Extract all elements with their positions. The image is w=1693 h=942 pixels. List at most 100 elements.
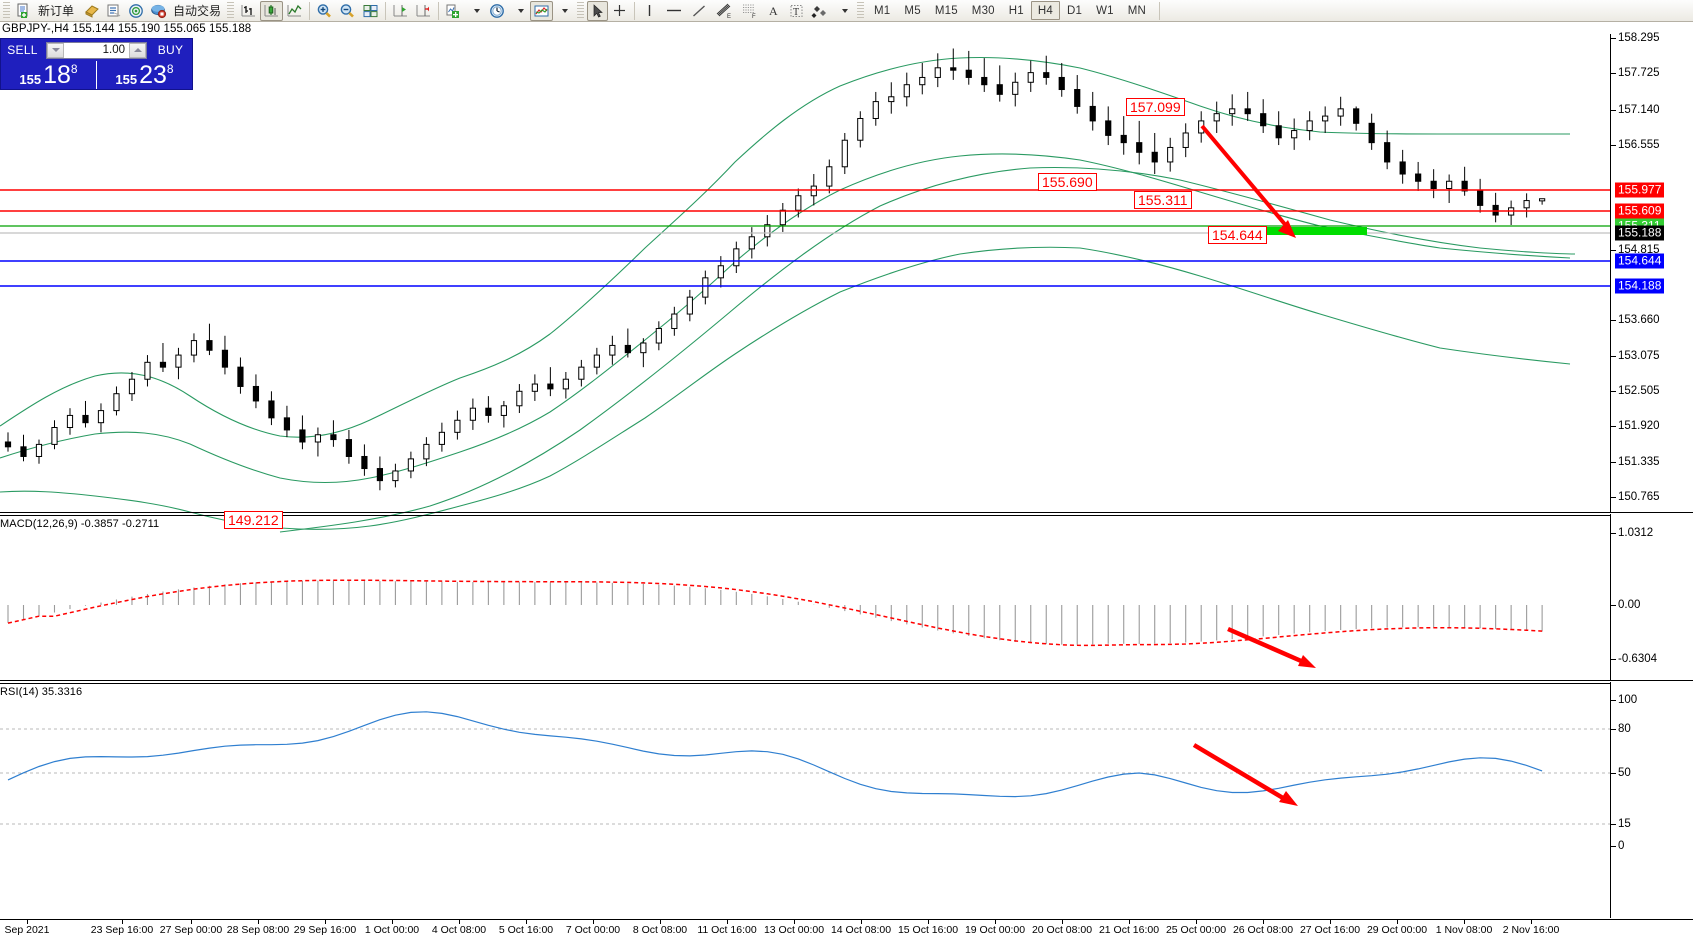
level-154188[interactable]: 154.188 (1615, 278, 1665, 294)
timeframe-h4[interactable]: H4 (1030, 1, 1060, 20)
current-price-155188[interactable]: 155.188 (1615, 225, 1665, 241)
resistance-155609[interactable]: 155.609 (1615, 203, 1665, 219)
chevron-down-icon-templates[interactable] (553, 1, 574, 21)
sell-price-big: 155 (19, 72, 42, 87)
rsi-tick (1611, 824, 1616, 825)
macd-tick (1611, 533, 1616, 534)
rsi-axis[interactable]: 100 80 50 15 0 (1610, 682, 1693, 918)
time-axis-label: 1 Nov 08:00 (1435, 924, 1493, 936)
time-axis[interactable]: Sep 2021 23 Sep 16:00 27 Sep 00:00 28 Sep 0… (0, 919, 1693, 942)
cursor-icon[interactable] (587, 0, 609, 21)
annotation-157099[interactable]: 157.099 (1126, 98, 1185, 116)
autotrading-label[interactable]: 自动交易 (173, 4, 222, 18)
zoom-out-icon[interactable] (336, 1, 359, 21)
macd-tick-label: 1.0312 (1618, 527, 1654, 539)
crosshair-icon[interactable] (608, 1, 631, 21)
timeframe-h1[interactable]: H1 (1008, 4, 1024, 17)
toolbar-grip-3[interactable] (577, 2, 585, 19)
rsi-chart-canvas[interactable] (0, 684, 1610, 918)
macd-down-arrow[interactable] (1227, 626, 1316, 668)
rsi-tick (1611, 846, 1616, 847)
data-window-icon[interactable] (103, 1, 125, 21)
volume-input[interactable]: 1.00 (102, 44, 125, 56)
auto-scroll-icon[interactable] (412, 1, 435, 21)
new-order-icon[interactable] (13, 1, 35, 21)
rsi-tick-label: 50 (1618, 767, 1631, 779)
sell-price-display[interactable]: 155 18 8 (1, 61, 96, 89)
timeframe-m30[interactable]: M30 (971, 4, 995, 17)
rsi-tick-label: 15 (1618, 818, 1631, 830)
rsi-down-arrow[interactable] (1192, 743, 1298, 806)
text-icon[interactable]: A (763, 1, 785, 21)
time-axis-label: 7 Oct 00:00 (565, 924, 621, 936)
time-axis-label: 25 Oct 00:00 (1165, 924, 1227, 936)
text-label-icon[interactable]: T (785, 1, 808, 21)
timeframe-m5[interactable]: M5 (904, 4, 921, 17)
moving-average-line (279, 166, 1576, 533)
rsi-tick (1611, 729, 1616, 730)
bollinger-upper-band (0, 56, 1570, 438)
time-axis-label: 5 Oct 16:00 (498, 924, 554, 936)
level-154644[interactable]: 154.644 (1615, 253, 1665, 269)
price-axis[interactable]: 158.295 157.725 157.140 156.555 154.815 153.6… (1610, 32, 1693, 609)
macd-chart-canvas[interactable] (0, 516, 1610, 680)
price-tick (1611, 497, 1616, 498)
resistance-155977[interactable]: 155.977 (1615, 182, 1665, 198)
one-click-trading-panel[interactable]: SELL 1.00 BUY 155 18 8 155 23 8 (0, 38, 193, 90)
price-tick-label: 153.075 (1618, 350, 1660, 362)
timeframe-m1[interactable]: M1 (874, 4, 891, 17)
buy-price-display[interactable]: 155 23 8 (96, 61, 192, 89)
volume-increase-button[interactable] (129, 42, 146, 58)
new-order-label[interactable]: 新订单 (38, 4, 75, 18)
rsi-tick-label: 80 (1618, 723, 1631, 735)
buy-button[interactable]: BUY (157, 43, 184, 57)
zoom-in-icon[interactable] (313, 1, 336, 21)
svg-text:E: E (727, 14, 731, 20)
annotation-155690[interactable]: 155.690 (1038, 173, 1097, 191)
toolbar-separator-3 (438, 1, 440, 20)
equidistant-channel-icon[interactable]: E (711, 1, 737, 21)
bar-chart-icon[interactable] (237, 1, 260, 21)
octp-header-row: SELL 1.00 BUY (1, 39, 192, 61)
macd-tick-label: 0.00 (1618, 599, 1641, 611)
vertical-line-icon[interactable] (638, 1, 661, 21)
timeframe-w1[interactable]: W1 (1096, 4, 1114, 17)
chevron-down-icon-indicators[interactable] (465, 1, 486, 21)
fibonacci-icon[interactable]: F (737, 1, 763, 21)
toolbar-grip-2[interactable] (227, 2, 235, 19)
templates-icon[interactable] (530, 0, 554, 21)
candlestick-chart-icon[interactable] (260, 0, 284, 21)
price-tick-label: 156.555 (1618, 139, 1660, 151)
volume-stepper[interactable]: 1.00 (46, 41, 147, 59)
time-axis-label: 2 Nov 16:00 (1502, 924, 1560, 936)
expert-advisors-icon[interactable] (80, 1, 103, 21)
volume-decrease-button[interactable] (47, 42, 64, 58)
trend-line-icon[interactable] (687, 1, 711, 21)
period-icon[interactable] (486, 1, 509, 21)
indicators-icon[interactable] (442, 1, 465, 21)
annotation-154644[interactable]: 154.644 (1208, 226, 1267, 244)
line-chart-icon[interactable] (283, 1, 306, 21)
annotation-149212[interactable]: 149.212 (224, 511, 283, 529)
price-chart-canvas[interactable] (0, 34, 1610, 533)
svg-text:T: T (793, 7, 799, 18)
navigator-icon[interactable] (125, 1, 147, 21)
timeframe-mn[interactable]: MN (1127, 4, 1147, 17)
annotation-155311[interactable]: 155.311 (1134, 191, 1192, 209)
chevron-down-icon-shapes[interactable] (833, 1, 854, 21)
time-tick (258, 920, 259, 924)
shapes-icon[interactable] (808, 1, 833, 21)
horizontal-line-icon[interactable] (661, 1, 687, 21)
toolbar-grip-4[interactable] (857, 2, 865, 19)
timeframe-m15[interactable]: M15 (934, 4, 958, 17)
toolbar-grip[interactable] (3, 2, 10, 19)
chevron-down-icon-period[interactable] (509, 1, 530, 21)
support-zone-rectangle[interactable] (1257, 227, 1367, 235)
macd-axis[interactable]: 1.0312 0.00 -0.6304 (1610, 514, 1693, 680)
price-down-arrow[interactable] (1200, 124, 1296, 238)
chart-shift-icon[interactable] (389, 1, 412, 21)
tile-windows-icon[interactable] (359, 1, 382, 21)
sell-button[interactable]: SELL (7, 43, 38, 57)
timeframe-d1[interactable]: D1 (1067, 4, 1083, 17)
autotrading-icon[interactable] (147, 1, 170, 21)
